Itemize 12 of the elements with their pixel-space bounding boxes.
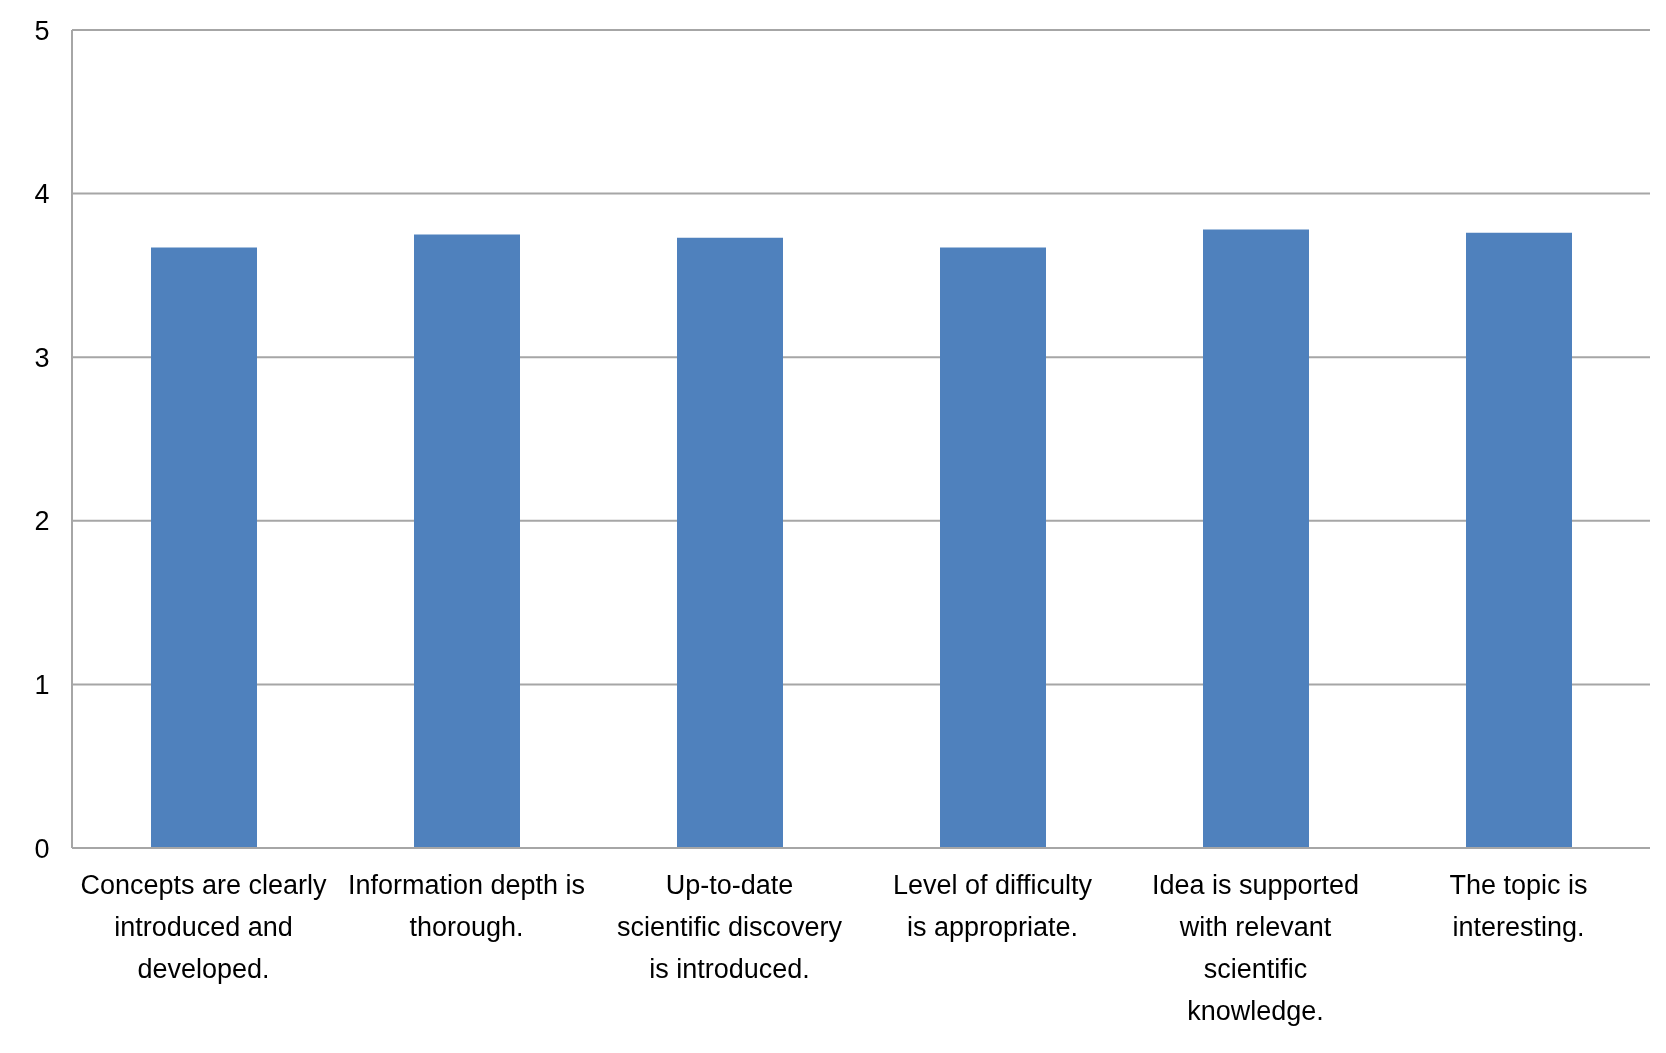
y-tick-label: 4 [34, 179, 50, 210]
x-tick-label: Up-to-date scientific discovery is introduced. [616, 870, 843, 984]
x-tick-label: The topic is interesting. [1449, 870, 1588, 942]
x-tick-label: Concepts are clearly introduced and developed. [80, 870, 328, 984]
y-tick-label: 0 [34, 833, 50, 864]
x-tick-label: Idea is supported with relevant scientific knowledge. [1151, 870, 1360, 1026]
y-tick-label: 3 [34, 342, 50, 373]
y-tick-label: 1 [34, 669, 50, 700]
x-tick-label: Information depth is thorough. [347, 870, 586, 942]
x-tick-label: Level of difficulty is appropriate. [892, 870, 1093, 942]
y-tick-label: 5 [34, 15, 50, 46]
y-tick-label: 2 [34, 506, 50, 537]
